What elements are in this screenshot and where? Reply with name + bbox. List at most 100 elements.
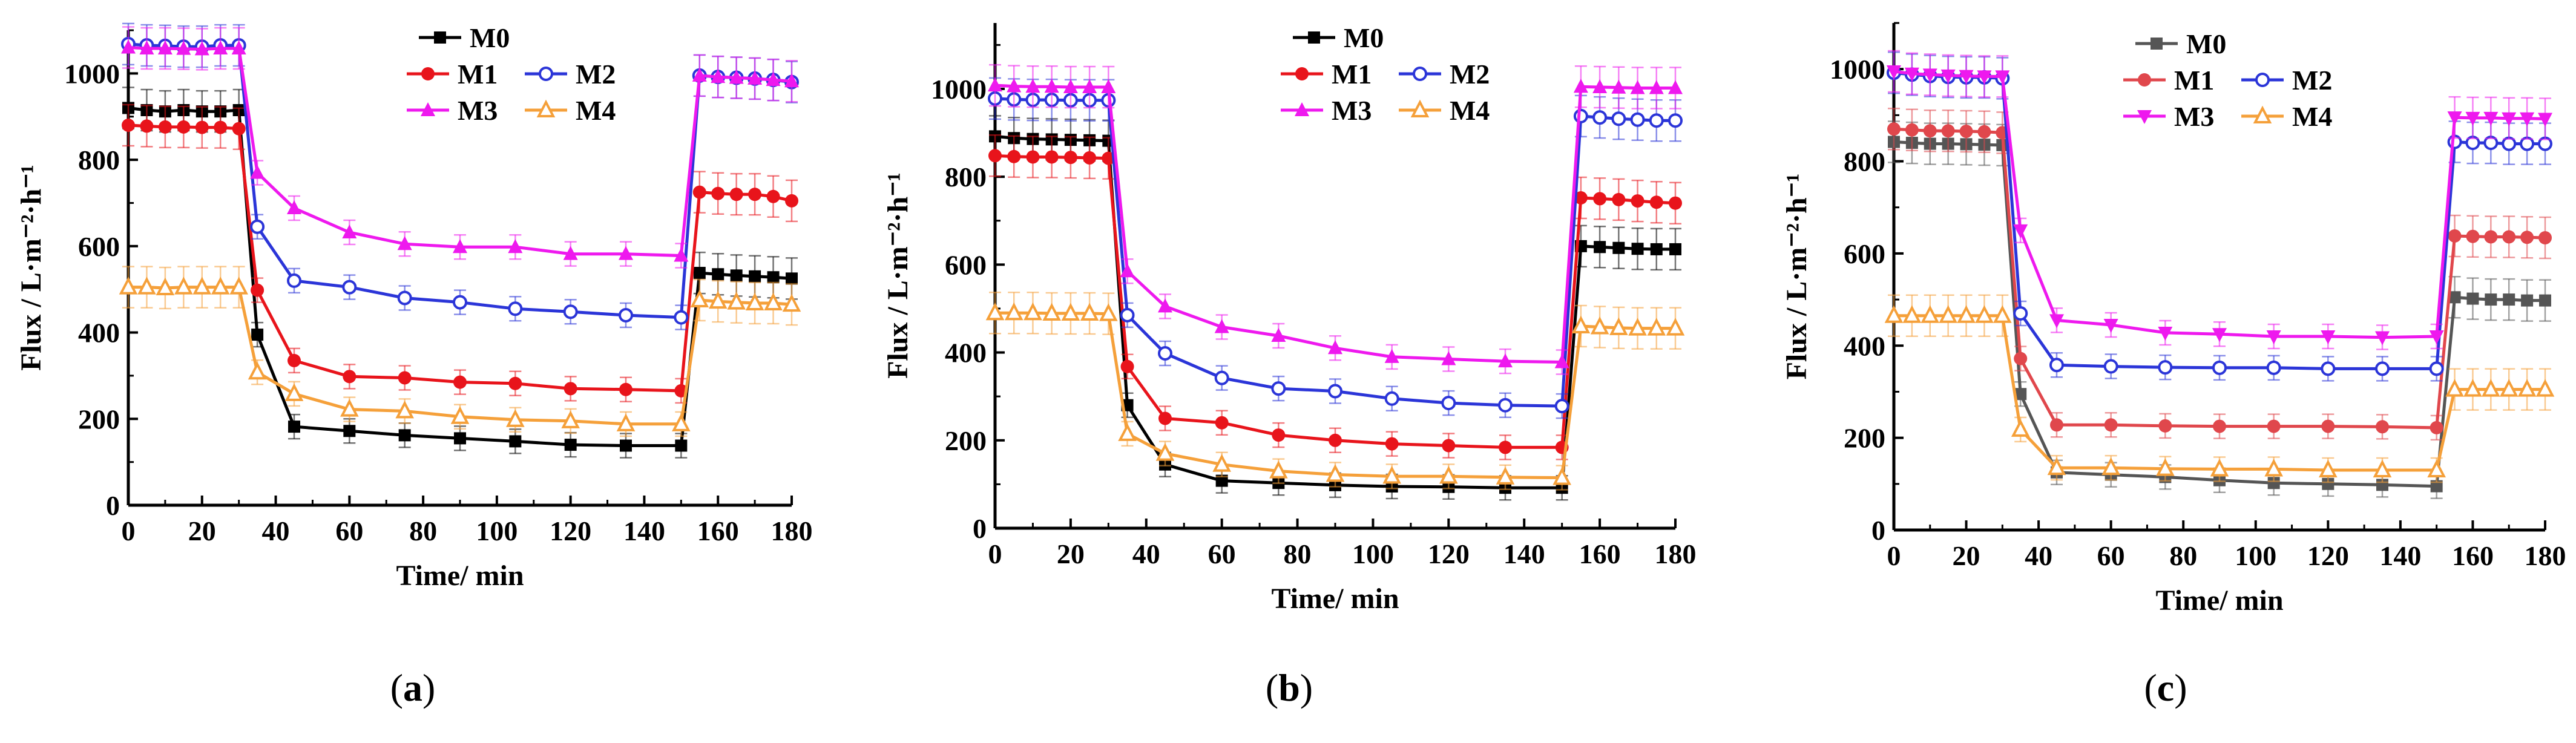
data-point-M2 (1498, 398, 1513, 413)
data-point-M2 (2321, 361, 2336, 376)
data-point-M1 (2466, 229, 2480, 243)
data-point-M1 (1442, 439, 1456, 453)
data-point-M0 (1594, 241, 1606, 254)
caption-b-open: ( (1265, 666, 1279, 709)
data-point-M3 (1904, 67, 1919, 82)
data-point-M3 (1649, 80, 1664, 94)
panel-c: 0 20 40 60 80 100 120 140 160 180 0 200 400 600 800 100… (1717, 0, 2576, 743)
x-tick-label: 160 (1579, 538, 1621, 569)
data-point-M2 (1592, 110, 1608, 125)
y-tick-label: 400 (78, 318, 120, 349)
data-point-M3 (157, 40, 172, 54)
x-tick-label: 40 (1132, 538, 1160, 569)
x-tick-label: 20 (188, 516, 216, 546)
data-point-M4 (119, 277, 138, 295)
data-point-M1 (2376, 420, 2389, 434)
y-axis-label: Flux / L·m⁻²·h⁻¹ (882, 172, 914, 379)
caption-b-close: ) (1300, 666, 1313, 709)
series-M4 (1884, 294, 2555, 483)
legend-label: M1 (2174, 65, 2214, 96)
data-point-M1 (232, 122, 246, 136)
data-point-M3 (2538, 113, 2552, 127)
series-M0 (122, 87, 798, 459)
data-point-M3 (213, 40, 228, 54)
data-point-M4 (1552, 467, 1571, 485)
data-point-M1 (1574, 191, 1588, 205)
data-point-M3 (1158, 298, 1172, 313)
data-point-M3 (1101, 79, 1116, 94)
data-point-M3 (1995, 70, 2010, 85)
data-point-M4 (1993, 305, 2012, 323)
data-point-M2 (2013, 306, 2028, 321)
legend-marker (2255, 73, 2270, 87)
data-point-M1 (1158, 411, 1172, 425)
data-point-M1 (508, 376, 522, 390)
data-point-M0 (1650, 243, 1663, 255)
data-point-M1 (711, 186, 725, 200)
legend-item-M2: M2 (2241, 65, 2332, 96)
data-point-M4 (1382, 465, 1401, 484)
data-point-M2 (1441, 396, 1456, 411)
y-tick-label: 600 (78, 231, 120, 262)
data-point-M1 (122, 119, 135, 132)
data-point-M0 (2322, 477, 2334, 490)
data-point-M4 (1212, 454, 1231, 472)
data-point-M3 (1592, 79, 1608, 94)
data-point-M4 (2210, 459, 2229, 477)
data-point-M4 (2156, 458, 2175, 476)
data-point-M0 (2485, 293, 2497, 306)
data-point-M4 (782, 293, 801, 312)
panel-a: 0 20 40 60 80 100 120 140 160 180 0 200 400 600 800 100… (0, 0, 858, 743)
caption-a: (a) (352, 666, 473, 710)
x-tick-label: 40 (2025, 540, 2052, 571)
data-point-M3 (563, 246, 578, 260)
data-point-M0 (564, 439, 577, 451)
series-M1 (988, 134, 1682, 460)
legend-label: M0 (470, 22, 510, 53)
data-point-M1 (1941, 124, 1955, 138)
data-point-M3 (2013, 224, 2028, 238)
data-point-M0 (251, 329, 264, 341)
data-point-M1 (1887, 122, 1901, 136)
data-point-M4 (1099, 303, 1118, 321)
data-point-M4 (708, 290, 728, 309)
data-point-M2 (1158, 346, 1172, 361)
data-point-M1 (2520, 231, 2534, 244)
data-point-M3 (1007, 78, 1022, 93)
legend-marker (1308, 31, 1320, 44)
x-tick-label: 180 (1655, 538, 1697, 569)
caption-b: (b) (1229, 666, 1350, 710)
data-point-M1 (2502, 230, 2516, 244)
data-point-M1 (2104, 418, 2118, 432)
data-point-M4 (2482, 379, 2500, 397)
data-point-M1 (748, 188, 762, 201)
caption-a-close: ) (422, 666, 436, 709)
data-point-M4 (985, 302, 1005, 321)
y-tick-label: 600 (1844, 238, 1885, 269)
data-point-M4 (2517, 379, 2537, 397)
data-point-M3 (1498, 353, 1513, 368)
caption-c-letter: c (2157, 666, 2175, 709)
data-point-M0 (288, 421, 300, 433)
data-point-M3 (2158, 326, 2173, 341)
data-point-M3 (692, 67, 707, 82)
series-line-M4 (1894, 314, 2545, 472)
y-axis-label: Flux / L·m⁻²·h⁻¹ (1781, 174, 1813, 380)
data-point-M3 (453, 239, 467, 254)
data-point-M3 (1214, 319, 1229, 333)
chart-c: 0 20 40 60 80 100 120 140 160 180 0 200 400 600 800 100… (1781, 22, 2566, 617)
data-point-M4 (690, 289, 709, 308)
data-point-M3 (711, 69, 726, 83)
x-tick-label: 100 (2235, 540, 2276, 571)
data-point-M1 (1669, 196, 1682, 210)
data-point-M1 (177, 120, 191, 134)
data-point-M0 (693, 267, 706, 280)
data-point-M3 (231, 40, 246, 54)
x-tick-label: 140 (623, 516, 665, 546)
data-point-M3 (1668, 80, 1683, 94)
data-point-M2 (1271, 381, 1286, 396)
data-point-M2 (2049, 358, 2064, 373)
data-point-M1 (1272, 428, 1286, 442)
data-point-M1 (2213, 419, 2226, 433)
